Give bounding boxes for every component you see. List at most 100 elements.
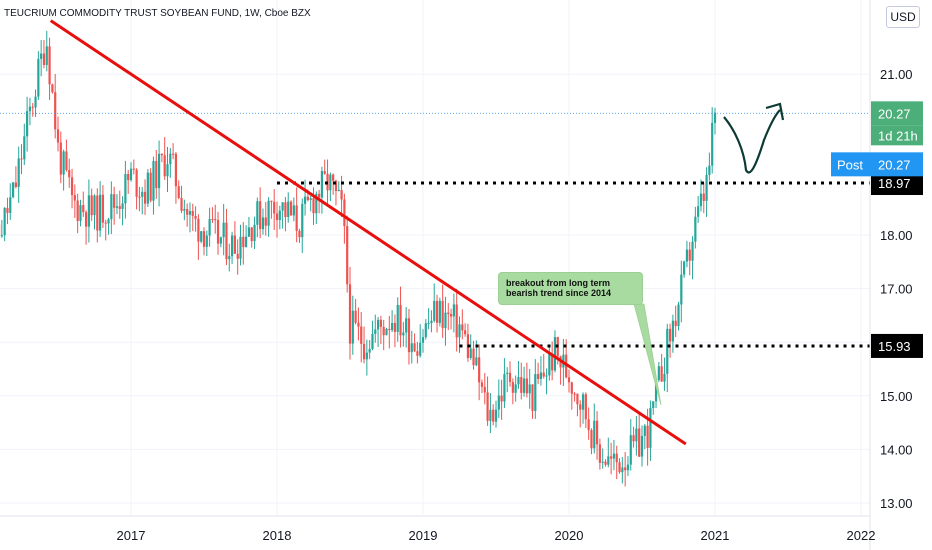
trend-line: [49, 19, 687, 446]
price-axis[interactable]: 13.0014.0015.0016.0017.0018.0021.0018.97…: [831, 67, 923, 511]
candle-body: [680, 274, 683, 305]
candle-body: [452, 304, 455, 317]
candle-body: [68, 170, 71, 178]
candle-body: [435, 300, 439, 323]
candle-body: [413, 343, 416, 352]
candle-body: [343, 199, 346, 227]
candle-body: [542, 372, 545, 377]
candle-body: [228, 256, 231, 260]
candle-body: [152, 161, 155, 201]
candle-body: [573, 393, 576, 395]
candle-body: [65, 151, 68, 171]
candle-body: [346, 226, 349, 285]
y-tick-label: 13.00: [880, 496, 913, 511]
candle-body: [155, 161, 158, 189]
candle-body: [281, 202, 284, 211]
candle-body: [579, 404, 582, 410]
candle-body: [3, 207, 6, 236]
candle-body: [340, 189, 343, 200]
candle-body: [99, 194, 102, 231]
candle-body: [301, 203, 304, 238]
candle-body: [584, 394, 587, 420]
candle-body: [511, 382, 514, 393]
candle-body: [635, 428, 638, 442]
candle-body: [643, 425, 646, 436]
candle-body: [200, 231, 203, 242]
time-axis[interactable]: 2017 2018 2019 2020 2021 2022: [0, 515, 875, 543]
x-tick-label: 2019: [409, 528, 438, 543]
candle-body: [461, 324, 464, 331]
candle-body: [320, 171, 324, 198]
candle-body: [141, 191, 144, 197]
projection-arrowhead: [765, 102, 785, 121]
candle-body: [211, 219, 214, 221]
candle-body: [26, 111, 29, 137]
candle-body: [6, 207, 9, 213]
candle-body: [51, 84, 54, 93]
candle-body: [494, 409, 498, 422]
candle-body: [270, 200, 273, 202]
candle-body: [214, 219, 217, 221]
candle-body: [683, 261, 686, 275]
candle-body: [688, 249, 691, 261]
candle-body: [486, 392, 489, 421]
symbol-title: TEUCRIUM COMMODITY TRUST SOYBEAN FUND, 1…: [4, 8, 311, 19]
candle-body: [447, 312, 450, 314]
candle-body: [621, 467, 624, 473]
candle-body: [202, 231, 206, 247]
candle-body: [517, 377, 520, 385]
candle-body: [143, 191, 147, 204]
last-price-box: [871, 101, 923, 126]
candle-body: [292, 205, 295, 216]
candle-body: [674, 320, 677, 327]
candle-body: [539, 372, 543, 379]
level-label-box: [871, 333, 923, 358]
candle-body: [522, 378, 526, 393]
candle-body: [531, 384, 534, 411]
candle-body: [264, 217, 267, 226]
y-tick-label: 17.00: [880, 282, 913, 297]
candle-body: [56, 129, 60, 143]
candle-body: [205, 235, 208, 247]
candle-body: [626, 464, 630, 471]
candle-body: [11, 182, 15, 198]
candle-body: [371, 333, 374, 349]
candle-body: [183, 209, 186, 211]
candle-body: [233, 235, 236, 254]
candle-body: [124, 174, 127, 204]
candle-body: [660, 366, 663, 382]
candle-body: [37, 58, 40, 97]
candle-body: [309, 198, 312, 201]
candle-body: [101, 194, 105, 223]
candle-body: [247, 227, 251, 237]
candle-body: [520, 377, 523, 393]
candle-body: [497, 395, 500, 410]
candle-body: [96, 195, 99, 231]
candle-body: [697, 206, 700, 217]
level-label: 15.93: [878, 339, 911, 354]
candle-body: [138, 196, 141, 198]
candle-body: [45, 46, 48, 65]
candle-body: [489, 409, 492, 421]
level-label: 18.97: [878, 176, 911, 191]
currency-button[interactable]: USD: [886, 6, 920, 28]
candle-body: [259, 201, 262, 230]
candle-body: [31, 106, 34, 108]
candle-body: [601, 461, 604, 463]
candle-body: [163, 155, 166, 177]
candle-body: [480, 382, 484, 387]
candle-body: [104, 222, 107, 224]
candle-body: [256, 201, 259, 225]
candle-body: [113, 194, 116, 208]
candle-body: [663, 373, 666, 382]
candle-body: [610, 456, 613, 459]
candle-body: [303, 196, 307, 204]
candle-body: [90, 195, 93, 216]
post-badge: Post: [837, 157, 863, 172]
candle-body: [587, 419, 590, 431]
candle-body: [315, 193, 318, 214]
candle-body: [245, 236, 248, 248]
candle-body: [416, 351, 419, 356]
candle-body: [472, 348, 475, 366]
